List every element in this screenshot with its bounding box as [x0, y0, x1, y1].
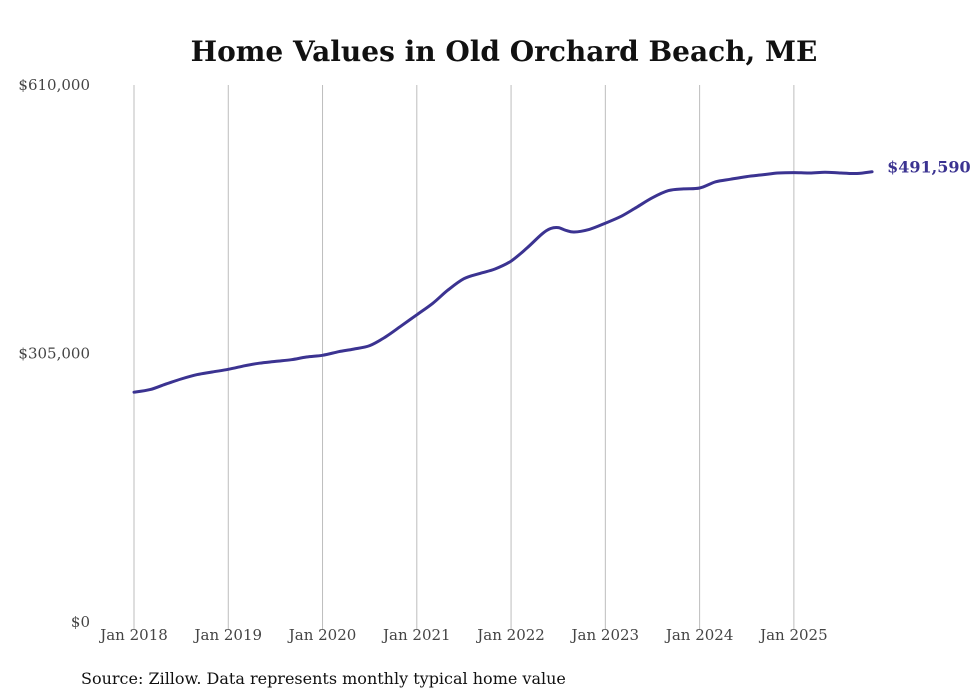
x-axis: Jan 2018 Jan 2019 Jan 2020 Jan 2021 Jan 2022… [98, 626, 827, 644]
end-value-label: $491,590 [887, 158, 971, 177]
y-tick-label: $0 [71, 613, 90, 631]
x-tick-label: Jan 2022 [475, 626, 545, 644]
x-tick-label: Jan 2023 [570, 626, 640, 644]
series-lines [132, 170, 874, 394]
y-tick-label: $305,000 [18, 345, 90, 363]
source-note: Source: Zillow. Data represents monthly … [81, 669, 566, 688]
x-tick-label: Jan 2020 [287, 626, 357, 644]
x-tick-label: Jan 2019 [192, 626, 262, 644]
chart-title: Home Values in Old Orchard Beach, ME [191, 35, 818, 68]
x-tick-label: Jan 2025 [758, 626, 828, 644]
x-tick-label: Jan 2021 [381, 626, 451, 644]
gridlines [133, 85, 795, 630]
x-tick-label: Jan 2018 [98, 626, 168, 644]
series-line-0 [132, 170, 874, 394]
annotations: $491,590 [887, 158, 971, 177]
x-tick-label: Jan 2024 [664, 626, 734, 644]
y-tick-label: $610,000 [18, 76, 90, 94]
y-axis: $0 $305,000 $610,000 [18, 76, 90, 631]
